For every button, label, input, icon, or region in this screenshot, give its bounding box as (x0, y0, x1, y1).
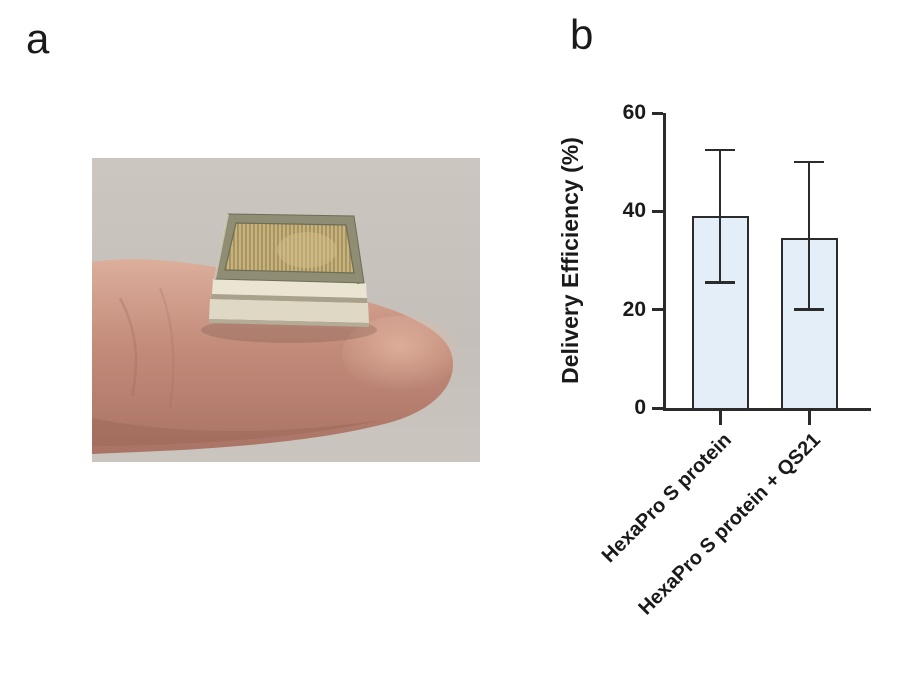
y-axis-tick (652, 308, 663, 312)
needle-array (224, 222, 355, 274)
y-tick-label: 20 (622, 297, 646, 321)
needle-array-sheen (277, 232, 337, 268)
error-bar (718, 149, 722, 283)
patch-groove (211, 294, 367, 303)
error-bar-cap-top (705, 148, 735, 152)
x-axis-tick (807, 411, 811, 425)
x-axis-tick (718, 411, 722, 425)
error-bar-cap-bottom (705, 281, 735, 284)
x-category-label: HexaPro S protein + QS21 (634, 429, 825, 620)
panel-a-label: a (26, 15, 50, 62)
panel-b-label: b (570, 11, 594, 58)
y-axis-tick (652, 209, 663, 213)
y-axis-tick (652, 406, 663, 410)
microneedle-patch-photo (92, 158, 480, 462)
error-bar-cap-top (794, 160, 824, 164)
y-axis-title: Delivery Efficiency (%) (550, 113, 590, 408)
error-bar-cap-bottom (794, 308, 824, 311)
y-tick-label: 0 (634, 396, 646, 419)
patch-base-shadow (209, 319, 369, 327)
error-bar (807, 162, 811, 310)
y-tick-label: 60 (622, 101, 646, 124)
y-axis-tick (652, 111, 663, 115)
patch-lip (212, 279, 367, 298)
patch-base (209, 299, 369, 323)
microneedle-patch (209, 213, 369, 327)
y-axis-title-text: Delivery Efficiency (%) (556, 137, 583, 384)
y-tick-label: 40 (622, 199, 646, 223)
plot-area: 0 20 40 60 HexaPro S protein HexaPro S protei… (597, 101, 871, 619)
bar (780, 238, 838, 408)
